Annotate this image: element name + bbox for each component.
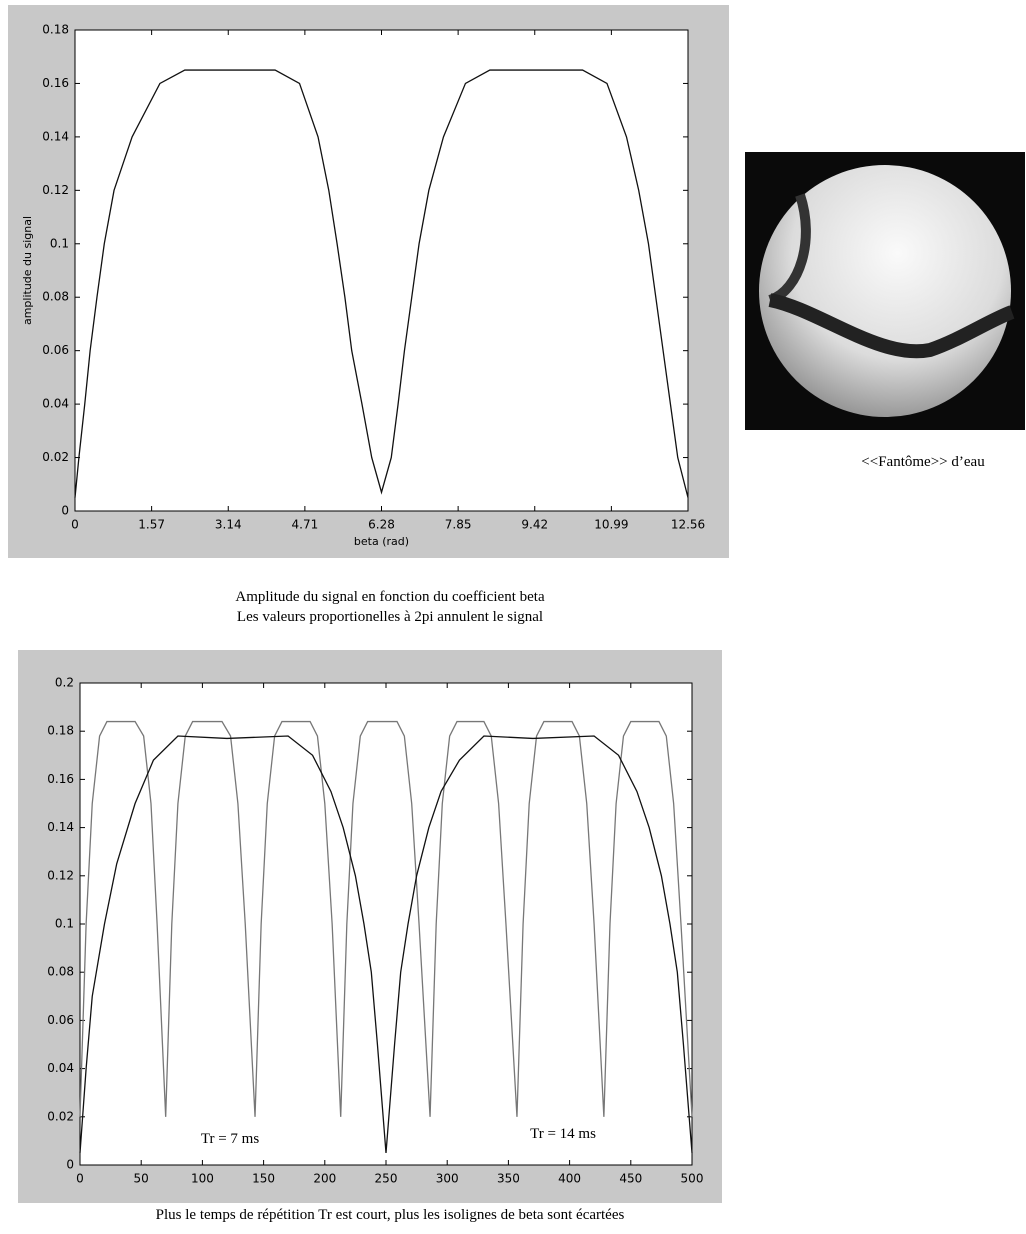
y-tick-label: 0.12 xyxy=(47,868,74,882)
x-tick-label: 0 xyxy=(76,1172,84,1186)
y-tick-label: 0.02 xyxy=(42,450,69,464)
x-tick-label: 200 xyxy=(313,1172,336,1186)
x-axis-label: beta (rad) xyxy=(354,535,409,548)
annotation: Tr = 7 ms xyxy=(201,1131,260,1147)
x-tick-label: 400 xyxy=(558,1172,581,1186)
y-tick-label: 0.2 xyxy=(55,676,74,690)
y-tick-label: 0.08 xyxy=(42,290,69,304)
annotation: Tr = 14 ms xyxy=(530,1126,596,1142)
x-tick-label: 6.28 xyxy=(368,518,395,532)
chart-caption: Amplitude du signal en fonction du coeff… xyxy=(235,589,545,605)
y-tick-label: 0.1 xyxy=(50,236,69,250)
x-tick-label: 150 xyxy=(252,1172,275,1186)
y-tick-label: 0.06 xyxy=(42,343,69,357)
y-tick-label: 0.02 xyxy=(47,1109,74,1123)
plot-area xyxy=(74,29,689,512)
y-tick-label: 0.18 xyxy=(42,23,69,37)
x-tick-label: 3.14 xyxy=(215,518,242,532)
y-tick-label: 0.14 xyxy=(42,129,69,143)
chart-caption: Les valeurs proportionelles à 2pi annule… xyxy=(237,609,543,625)
x-tick-label: 4.71 xyxy=(292,518,319,532)
x-tick-label: 0 xyxy=(71,518,79,532)
y-tick-label: 0.16 xyxy=(42,76,69,90)
y-tick-label: 0.06 xyxy=(47,1013,74,1027)
x-tick-label: 300 xyxy=(436,1172,459,1186)
y-tick-label: 0.14 xyxy=(47,820,74,834)
y-tick-label: 0.16 xyxy=(47,772,74,786)
x-tick-label: 9.42 xyxy=(521,518,548,532)
chart-caption: Plus le temps de répétition Tr est court… xyxy=(156,1207,625,1223)
y-tick-label: 0 xyxy=(66,1158,74,1172)
x-tick-label: 500 xyxy=(681,1172,704,1186)
x-tick-label: 450 xyxy=(619,1172,642,1186)
x-tick-label: 100 xyxy=(191,1172,214,1186)
x-tick-label: 250 xyxy=(375,1172,398,1186)
x-tick-label: 12.56 xyxy=(671,518,705,532)
data-line xyxy=(79,720,693,1117)
y-axis-label: amplitude du signal xyxy=(21,216,34,325)
x-tick-label: 7.85 xyxy=(445,518,472,532)
y-tick-label: 0.04 xyxy=(47,1061,74,1075)
image-caption: <<Fantôme>> d’eau xyxy=(861,454,985,470)
y-tick-label: 0.12 xyxy=(42,183,69,197)
x-tick-label: 50 xyxy=(134,1172,149,1186)
y-tick-label: 0.08 xyxy=(47,965,74,979)
phantom-image xyxy=(745,152,1025,430)
y-tick-label: 0.18 xyxy=(47,724,74,738)
x-tick-label: 10.99 xyxy=(594,518,628,532)
y-tick-label: 0.1 xyxy=(55,917,74,931)
y-tick-label: 0 xyxy=(61,504,69,518)
x-tick-label: 1.57 xyxy=(138,518,165,532)
data-line xyxy=(79,735,693,1154)
y-tick-label: 0.04 xyxy=(42,397,69,411)
data-line xyxy=(74,69,689,498)
x-tick-label: 350 xyxy=(497,1172,520,1186)
